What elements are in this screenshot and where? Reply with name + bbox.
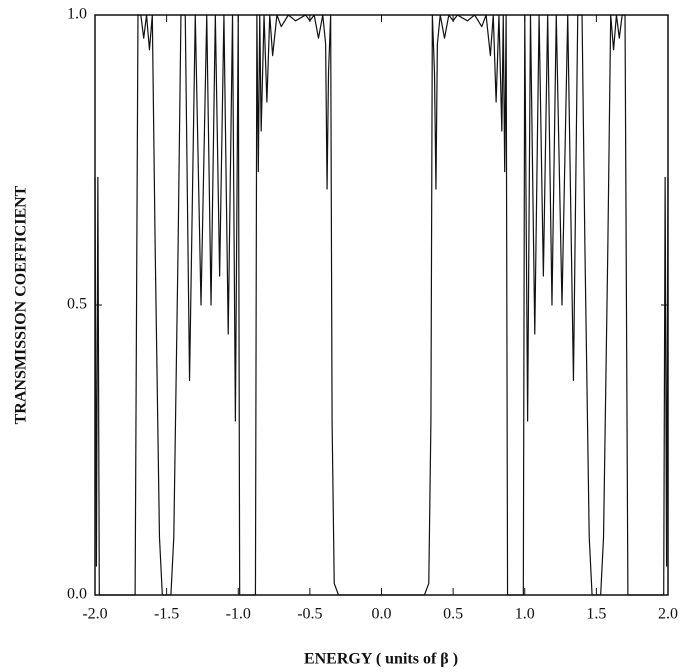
data-line xyxy=(94,14,669,596)
x-tick-label: 1.0 xyxy=(515,606,535,623)
y-tick-label: 0.0 xyxy=(67,586,87,603)
x-tick-label: 0.0 xyxy=(372,606,392,623)
x-tick-label: 2.0 xyxy=(658,606,678,623)
x-tick-label: -1.5 xyxy=(154,606,179,623)
x-axis-title: ENERGY ( units of β ) xyxy=(304,651,458,668)
x-tick-label: -1.0 xyxy=(226,606,251,623)
y-axis-title: TRANSMISSION COEFFICIENT xyxy=(13,185,30,424)
x-tick-label: -2.0 xyxy=(82,606,107,623)
x-tick-label: 0.5 xyxy=(443,606,463,623)
x-tick-label: -0.5 xyxy=(297,606,322,623)
y-tick-label: 0.5 xyxy=(67,296,87,313)
x-tick-label: 1.5 xyxy=(586,606,606,623)
y-tick-label: 1.0 xyxy=(67,6,87,23)
plot-frame xyxy=(94,14,669,596)
